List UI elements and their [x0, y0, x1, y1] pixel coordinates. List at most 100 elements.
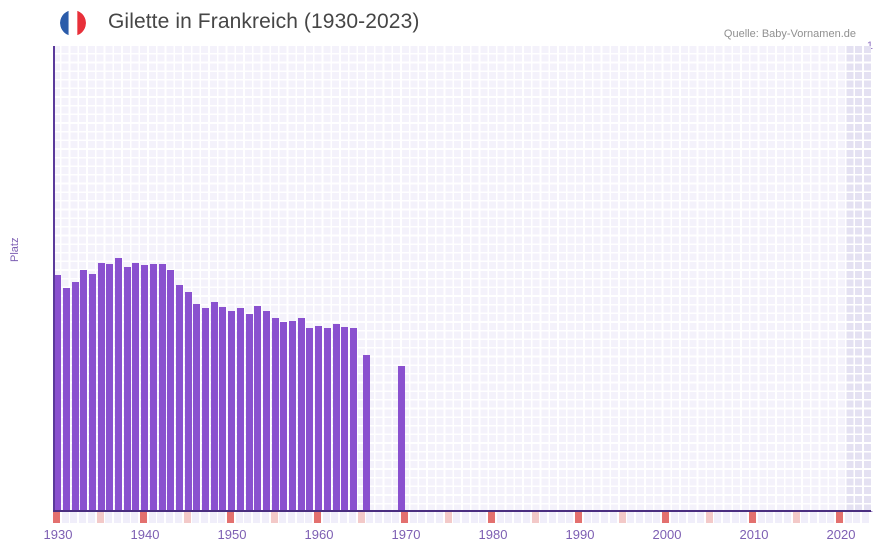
bar-1965[interactable] [363, 355, 370, 511]
x-tick-major-1990 [575, 512, 582, 523]
x-tick-1952 [244, 512, 252, 523]
bar-1940[interactable] [141, 265, 148, 511]
bar-1971[interactable] [398, 366, 405, 511]
x-tick-1975 [444, 512, 452, 523]
x-tick-2012 [766, 512, 774, 523]
bar-1960[interactable] [315, 326, 322, 511]
bar-1933[interactable] [80, 270, 87, 511]
x-tick-2003 [688, 512, 696, 523]
bar-1939[interactable] [132, 263, 139, 511]
x-tick-1948 [209, 512, 217, 523]
x-tick-1956 [279, 512, 287, 523]
bar-1961[interactable] [324, 328, 331, 511]
bar-1957[interactable] [289, 321, 296, 511]
x-tick-1955 [270, 512, 278, 523]
bar-1936[interactable] [106, 264, 113, 511]
x-tick-1953 [253, 512, 261, 523]
x-tick-2023 [862, 512, 870, 523]
x-tick-1981 [496, 512, 504, 523]
x-tick-2014 [783, 512, 791, 523]
bar-1951[interactable] [237, 308, 244, 511]
x-tick-1941 [148, 512, 156, 523]
bar-1943[interactable] [167, 270, 174, 511]
bar-1944[interactable] [176, 285, 183, 511]
x-axis-label-1940: 1940 [130, 527, 160, 542]
bar-1956[interactable] [280, 322, 287, 511]
bar-1953[interactable] [254, 306, 261, 511]
x-tick-1935 [96, 512, 104, 523]
bar-1950[interactable] [228, 311, 235, 511]
x-tick-2015 [792, 512, 800, 523]
bar-1948[interactable] [211, 302, 218, 511]
y-axis-title: Platz [9, 237, 21, 262]
x-tick-1964 [348, 512, 356, 523]
x-tick-major-1960 [314, 512, 321, 523]
x-axis-label-1930: 1930 [43, 527, 73, 542]
bar-1935[interactable] [98, 263, 105, 511]
x-tick-1987 [548, 512, 556, 523]
x-tick-1944 [174, 512, 182, 523]
x-tick-2008 [731, 512, 739, 523]
x-tick-1933 [79, 512, 87, 523]
source-attribution: Quelle: Baby-Vornamen.de [723, 28, 856, 40]
x-tick-2006 [714, 512, 722, 523]
chart-header: Gilette in Frankreich (1930-2023) Quelle… [0, 0, 873, 44]
x-tick-1972 [418, 512, 426, 523]
bar-1931[interactable] [63, 288, 70, 511]
x-tick-1973 [427, 512, 435, 523]
x-tick-2002 [679, 512, 687, 523]
x-tick-1965 [357, 512, 365, 523]
bar-1937[interactable] [115, 258, 122, 511]
bar-1959[interactable] [306, 328, 313, 511]
bar-1942[interactable] [159, 264, 166, 511]
bar-1946[interactable] [193, 304, 200, 511]
bar-1947[interactable] [202, 308, 209, 511]
bar-1962[interactable] [333, 324, 340, 511]
bar-1932[interactable] [72, 282, 79, 511]
x-tick-1984 [522, 512, 530, 523]
bar-1941[interactable] [150, 264, 157, 511]
bar-1930[interactable] [54, 275, 61, 511]
bar-1949[interactable] [219, 307, 226, 511]
france-flag-icon [60, 10, 86, 36]
bar-1934[interactable] [89, 274, 96, 511]
bar-1955[interactable] [272, 318, 279, 511]
x-tick-1976 [453, 512, 461, 523]
x-tick-2007 [722, 512, 730, 523]
x-tick-2022 [853, 512, 861, 523]
x-tick-1943 [166, 512, 174, 523]
x-tick-1966 [366, 512, 374, 523]
x-tick-2011 [757, 512, 765, 523]
x-tick-1995 [618, 512, 626, 523]
x-tick-major-2020 [836, 512, 843, 523]
bar-1952[interactable] [246, 314, 253, 511]
x-axis-label-1950: 1950 [217, 527, 247, 542]
x-tick-1997 [635, 512, 643, 523]
x-tick-2016 [801, 512, 809, 523]
x-axis-line [53, 510, 871, 512]
x-tick-major-1970 [401, 512, 408, 523]
bar-1958[interactable] [298, 318, 305, 511]
x-axis-labels: 1930 1940 1950 1960 1970 1980 1990 2000 2010 2020 [0, 527, 873, 547]
x-tick-2005 [705, 512, 713, 523]
x-tick-1963 [340, 512, 348, 523]
x-tick-1999 [653, 512, 661, 523]
bar-1938[interactable] [124, 267, 131, 511]
bar-1945[interactable] [185, 292, 192, 511]
x-axis-label-2000: 2000 [652, 527, 682, 542]
x-tick-major-2010 [749, 512, 756, 523]
x-tick-1936 [105, 512, 113, 523]
x-tick-1938 [122, 512, 130, 523]
bar-1954[interactable] [263, 311, 270, 511]
x-tick-major-1930 [53, 512, 60, 523]
x-tick-1992 [592, 512, 600, 523]
x-tick-major-1980 [488, 512, 495, 523]
x-tick-1937 [113, 512, 121, 523]
x-tick-1962 [331, 512, 339, 523]
x-axis-label-1960: 1960 [304, 527, 334, 542]
bar-1963[interactable] [341, 327, 348, 511]
x-axis-label-1990: 1990 [565, 527, 595, 542]
x-axis-label-1970: 1970 [391, 527, 421, 542]
bar-1964[interactable] [350, 328, 357, 511]
